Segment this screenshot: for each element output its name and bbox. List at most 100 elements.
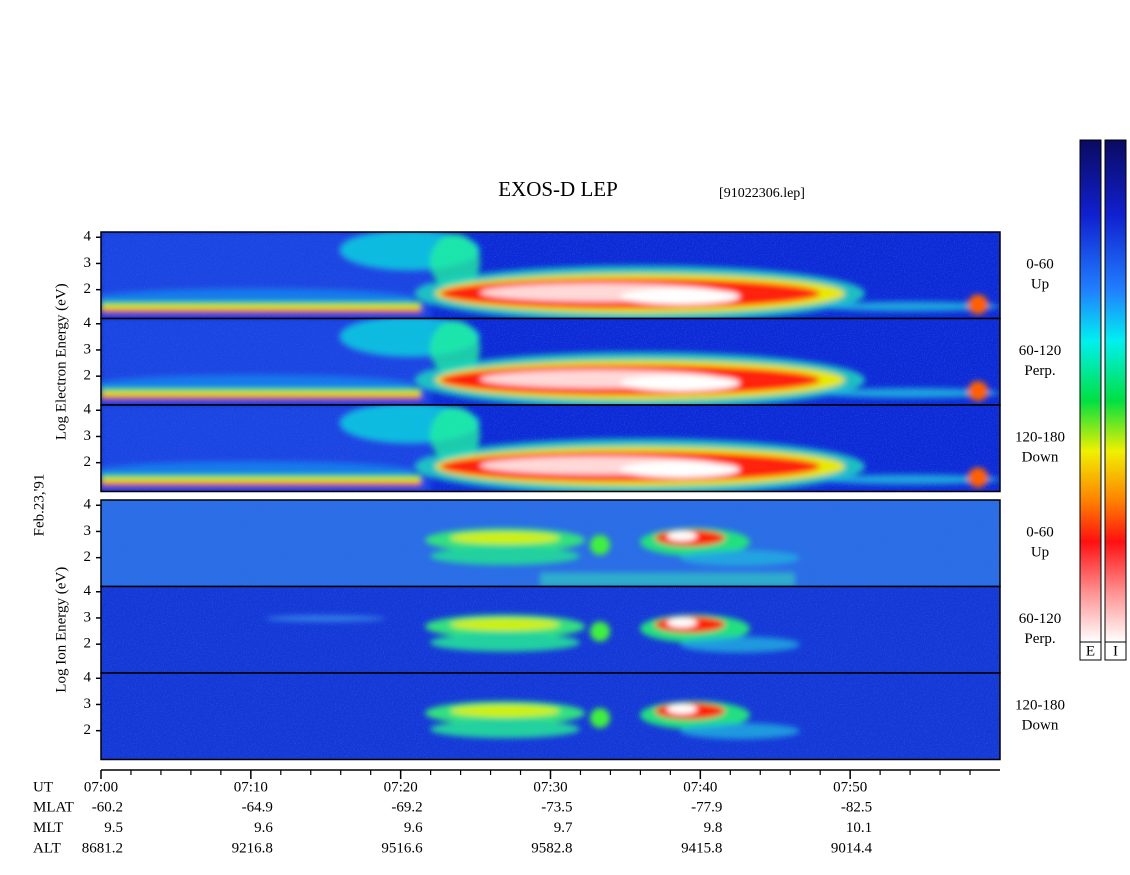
feature (968, 294, 988, 315)
row-value: 9.8 (704, 820, 723, 836)
feature (680, 723, 800, 739)
features (425, 528, 800, 587)
x-tick-label: 07:30 (533, 779, 567, 795)
feature (101, 392, 421, 398)
feature (101, 309, 421, 313)
row-value: -77.9 (691, 799, 722, 815)
colorbar-label-box (1104, 641, 1127, 661)
feature (820, 474, 1000, 485)
y-tick-label: 2 (84, 281, 92, 297)
row-value: 9516.6 (381, 840, 423, 856)
x-axis-label: UT (33, 779, 53, 795)
features (101, 405, 1000, 492)
colorbar (1104, 139, 1127, 643)
features (101, 318, 1000, 405)
feature (430, 633, 580, 652)
feature (667, 531, 697, 541)
features (265, 614, 800, 653)
row-value: -69.2 (391, 799, 422, 815)
panel-label: Perp. (1024, 631, 1055, 647)
feature (590, 621, 610, 642)
y-tick-label: 3 (84, 428, 92, 444)
y-tick-label: 4 (84, 497, 92, 513)
x-tick-label: 07:50 (833, 779, 867, 795)
colorbar-label-box (1079, 641, 1102, 661)
spectrogram (101, 318, 1000, 405)
y-axis-label: Log Ion Energy (eV) (53, 567, 69, 693)
y-tick-label: 4 (84, 583, 92, 599)
spectrogram (101, 500, 1000, 587)
feature (101, 305, 421, 312)
panel-label: Perp. (1024, 363, 1055, 379)
panel-frame (100, 672, 1001, 761)
feature (101, 482, 421, 486)
file-label: [91022306.lep] (719, 186, 805, 201)
row-value: 10.1 (846, 820, 872, 836)
y-tick-label: 2 (84, 454, 92, 470)
row-value: -60.2 (92, 799, 123, 815)
row-label: MLAT (33, 799, 74, 815)
feature (667, 617, 697, 628)
x-tick-label: 07:00 (84, 779, 118, 795)
feature (820, 301, 1000, 312)
colorbar (1079, 139, 1102, 643)
spectrogram (101, 673, 1000, 760)
y-tick-label: 2 (84, 636, 92, 652)
feature (590, 535, 610, 555)
row-value: 9.5 (104, 820, 123, 836)
y-tick-label: 2 (84, 549, 92, 565)
feature (667, 704, 697, 714)
x-tick-label: 07:10 (234, 779, 268, 795)
feature (680, 550, 800, 566)
feature (620, 375, 740, 391)
feature (620, 288, 740, 305)
date-label: Feb.23,'91 (31, 474, 47, 537)
y-tick-label: 3 (84, 341, 92, 357)
feature (680, 636, 800, 653)
row-value: -64.9 (242, 799, 273, 815)
feature (450, 618, 560, 631)
y-tick-label: 3 (84, 523, 92, 539)
panel-label: Down (1022, 450, 1059, 466)
y-axis-label: Log Electron Energy (eV) (53, 283, 69, 440)
feature (430, 720, 580, 738)
x-tick-label: 07:40 (683, 779, 717, 795)
panel-label: Up (1031, 277, 1049, 293)
spectrogram (101, 232, 1000, 319)
y-tick-label: 4 (84, 670, 92, 686)
feature (450, 532, 560, 544)
chart-title: EXOS-D LEP (498, 177, 618, 201)
feature (265, 615, 385, 622)
row-value: -82.5 (841, 799, 872, 815)
feature (430, 547, 580, 565)
panel-label: 120-180 (1015, 430, 1065, 446)
row-value: 9415.8 (681, 840, 722, 856)
panel-label: 0-60 (1026, 257, 1054, 273)
feature (101, 478, 421, 485)
feature (820, 388, 1000, 398)
y-tick-label: 2 (84, 368, 92, 384)
spectrogram (101, 586, 1000, 673)
panel-label: Down (1022, 718, 1059, 734)
y-tick-label: 3 (84, 255, 92, 271)
panel-label: 60-120 (1019, 343, 1062, 359)
feature (540, 572, 795, 587)
spectrogram (101, 405, 1000, 492)
x-tick-label: 07:20 (384, 779, 418, 795)
y-tick-label: 4 (84, 229, 92, 245)
feature (968, 381, 988, 401)
feature (450, 705, 560, 717)
panel-label: 120-180 (1015, 698, 1065, 714)
panel-label: Up (1031, 545, 1049, 561)
y-tick-label: 4 (84, 402, 92, 418)
row-label: MLT (33, 820, 63, 836)
feature (620, 461, 740, 478)
panel-label: 60-120 (1019, 611, 1062, 627)
colorbar-label: E (1086, 643, 1095, 659)
feature (101, 396, 421, 399)
row-value: 9216.8 (232, 840, 273, 856)
panel-label: 0-60 (1026, 525, 1054, 541)
